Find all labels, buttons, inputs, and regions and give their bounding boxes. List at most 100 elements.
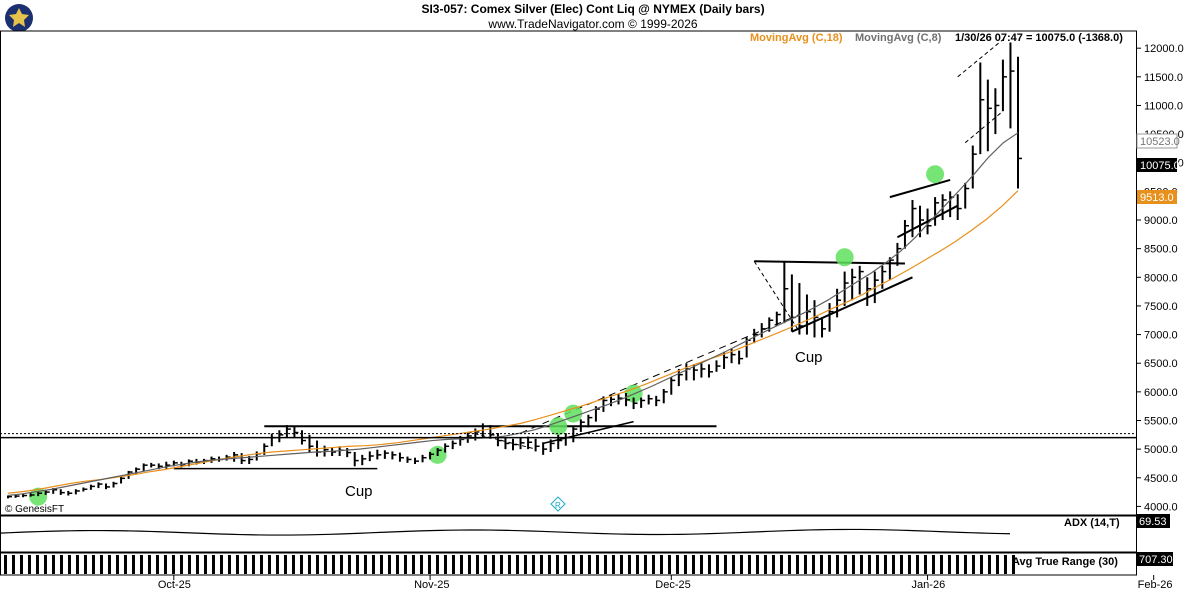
atr-bar — [436, 555, 439, 574]
ma8-line — [7, 132, 1019, 497]
atr-bar — [444, 555, 447, 574]
atr-bar — [708, 555, 711, 574]
atr-bar — [316, 555, 319, 574]
ohlc-bar — [647, 394, 653, 405]
ohlc-bar — [926, 208, 932, 235]
atr-bar — [420, 555, 423, 574]
ohlc-bar — [836, 288, 842, 318]
atr-bar — [220, 555, 223, 574]
legend-ma18: MovingAvg (C,18) — [750, 32, 843, 44]
atr-bar — [972, 555, 975, 574]
ohlc-bar — [760, 323, 766, 338]
ohlc-bar — [534, 438, 540, 452]
atr-bar — [364, 555, 367, 574]
atr-bar — [860, 555, 863, 574]
atr-bar — [556, 555, 559, 574]
ohlc-bar — [353, 451, 359, 467]
x-tick-label: Oct-25 — [158, 579, 191, 591]
atr-bar — [740, 555, 743, 574]
atr-bar — [60, 555, 63, 574]
atr-bar — [292, 555, 295, 574]
ohlc-bar — [421, 454, 427, 463]
ohlc-bar — [655, 395, 661, 407]
ohlc-bar — [670, 377, 676, 395]
ohlc-bar — [632, 397, 638, 410]
atr-bar — [340, 555, 343, 574]
atr-bar — [892, 555, 895, 574]
atr-bar — [908, 555, 911, 574]
atr-bar — [244, 555, 247, 574]
ohlc-bar — [753, 328, 759, 344]
ma8-badge-label: 10523.0 — [1140, 136, 1180, 148]
ohlc-bar — [451, 440, 457, 450]
atr-bar — [772, 555, 775, 574]
atr-bar — [284, 555, 287, 574]
atr-bar — [644, 555, 647, 574]
atr-bar — [900, 555, 903, 574]
atr-bar — [660, 555, 663, 574]
atr-bar — [836, 555, 839, 574]
flag-top — [889, 178, 951, 199]
adx-value: 69.53 — [1139, 516, 1167, 528]
ohlc-bar — [7, 495, 12, 499]
atr-bar — [612, 555, 615, 574]
ohlc-bar — [956, 194, 962, 221]
atr-bar — [764, 555, 767, 574]
atr-bar — [92, 555, 95, 574]
ma18-line — [7, 190, 1019, 494]
atr-bar — [628, 555, 631, 574]
ohlc-bar — [150, 462, 156, 468]
atr-bar — [780, 555, 783, 574]
atr-bar — [548, 555, 551, 574]
atr-bar — [172, 555, 175, 574]
atr-bar — [396, 555, 399, 574]
ohlc-bar — [738, 350, 744, 365]
atr-bar — [732, 555, 735, 574]
atr-bar — [996, 555, 999, 574]
atr-bar — [132, 555, 135, 574]
atr-bar — [468, 555, 471, 574]
y-tick-label: 5000.0 — [1144, 444, 1178, 456]
atr-bar — [948, 555, 951, 574]
signal-dot — [564, 404, 583, 423]
atr-bar — [956, 555, 959, 574]
ohlc-bar — [640, 397, 646, 408]
y-tick-label: 4000.0 — [1144, 501, 1178, 513]
ohlc-bar — [1001, 59, 1007, 112]
ohlc-bar — [587, 414, 593, 428]
ohlc-bar — [82, 487, 88, 492]
atr-bar — [276, 555, 279, 574]
ohlc-bar — [112, 481, 118, 488]
ohlc-bar — [489, 425, 495, 439]
r-marker-icon[interactable]: R — [550, 496, 566, 512]
atr-bar — [620, 555, 623, 574]
atr-bar — [252, 555, 255, 574]
ohlc-bar — [1009, 42, 1015, 129]
ohlc-bar — [911, 199, 917, 238]
ohlc-bar — [368, 451, 374, 462]
atr-bar — [540, 555, 543, 574]
signal-dot — [549, 417, 568, 436]
atr-bar — [300, 555, 303, 574]
ma18-badge-label: 9513.0 — [1140, 192, 1174, 204]
ohlc-bar — [783, 261, 789, 324]
ohlc-bar — [278, 430, 284, 443]
atr-bar — [588, 555, 591, 574]
atr-bar — [692, 555, 695, 574]
ohlc-bar — [120, 476, 126, 484]
atr-bar — [212, 555, 215, 574]
atr-bar — [748, 555, 751, 574]
atr-bar — [596, 555, 599, 574]
atr-bar — [324, 555, 327, 574]
atr-bar — [724, 555, 727, 574]
atr-bar — [604, 555, 607, 574]
ohlc-bar — [527, 436, 533, 450]
ohlc-bar — [67, 490, 73, 496]
ohlc-bar — [549, 439, 555, 452]
atr-bar — [460, 555, 463, 574]
atr-bar — [796, 555, 799, 574]
y-tick-label: 8000.0 — [1144, 272, 1178, 284]
ohlc-bar — [391, 451, 397, 460]
y-tick-label: 6000.0 — [1144, 387, 1178, 399]
